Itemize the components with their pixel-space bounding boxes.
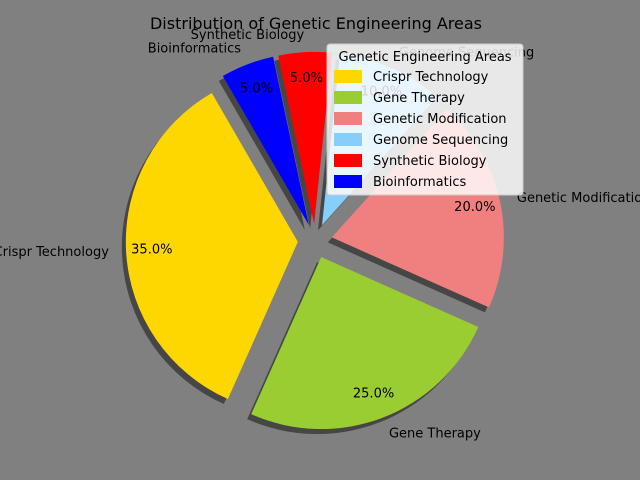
legend-label: Synthetic Biology <box>373 154 487 169</box>
pie-slice <box>251 257 479 430</box>
slice-percent-label: 5.0% <box>240 81 273 96</box>
legend-swatch <box>334 112 362 125</box>
legend-items: Crispr Technology Gene Therapy Genetic Mod… <box>334 70 508 190</box>
legend-box <box>326 43 524 196</box>
slice-percent-label: 5.0% <box>290 71 323 86</box>
legend-label: Genetic Modification <box>373 112 507 127</box>
legend-swatch <box>334 175 362 188</box>
pie-slice <box>278 51 333 224</box>
slice-label: Gene Therapy <box>389 427 481 442</box>
chart-title: Distribution of Genetic Engineering Area… <box>150 14 482 33</box>
legend-label: Bioinformatics <box>373 175 466 190</box>
slice-percent-label: 35.0% <box>131 243 172 258</box>
legend-label: Gene Therapy <box>373 91 465 106</box>
legend-title: Genetic Engineering Areas <box>338 50 511 65</box>
legend-label: Genome Sequencing <box>373 133 508 148</box>
legend: Genetic Engineering Areas Crispr Technol… <box>326 43 524 196</box>
slice-label: Bioinformatics <box>148 41 241 56</box>
legend-swatch <box>334 70 362 83</box>
slice-label: Crispr Technology <box>0 245 109 260</box>
pie-slice <box>125 92 298 400</box>
slice-label: Genetic Modification <box>517 191 640 206</box>
pie-slice <box>222 56 309 225</box>
slice-percent-label: 20.0% <box>454 200 495 215</box>
legend-label: Crispr Technology <box>373 70 489 85</box>
legend-swatch <box>334 154 362 167</box>
slice-label: Synthetic Biology <box>191 28 305 43</box>
legend-swatch <box>334 91 362 104</box>
slice-percent-label: 25.0% <box>353 387 394 402</box>
legend-swatch <box>334 133 362 146</box>
